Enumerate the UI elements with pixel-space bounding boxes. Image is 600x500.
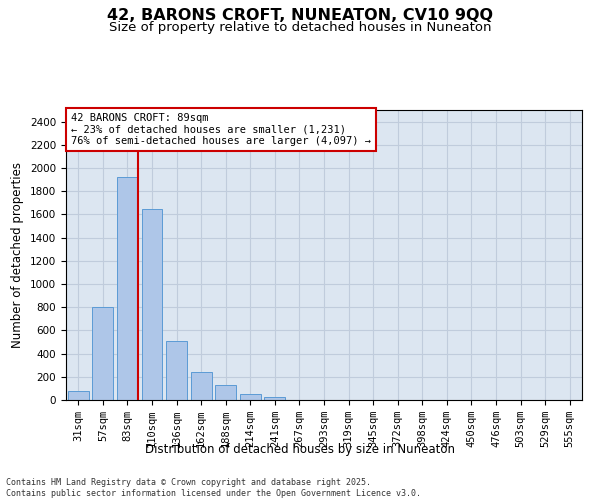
Bar: [142, 208, 163, 400]
Text: 42, BARONS CROFT, NUNEATON, CV10 9QQ: 42, BARONS CROFT, NUNEATON, CV10 9QQ: [107, 8, 493, 22]
Bar: [92, 307, 113, 400]
Bar: [166, 341, 187, 400]
Bar: [240, 394, 261, 400]
Bar: [117, 178, 138, 400]
Text: Contains HM Land Registry data © Crown copyright and database right 2025.
Contai: Contains HM Land Registry data © Crown c…: [6, 478, 421, 498]
Bar: [191, 372, 212, 400]
Text: Size of property relative to detached houses in Nuneaton: Size of property relative to detached ho…: [109, 21, 491, 34]
Bar: [215, 385, 236, 400]
Text: Distribution of detached houses by size in Nuneaton: Distribution of detached houses by size …: [145, 444, 455, 456]
Bar: [265, 396, 286, 400]
Text: 42 BARONS CROFT: 89sqm
← 23% of detached houses are smaller (1,231)
76% of semi-: 42 BARONS CROFT: 89sqm ← 23% of detached…: [71, 113, 371, 146]
Bar: [68, 392, 89, 400]
Y-axis label: Number of detached properties: Number of detached properties: [11, 162, 25, 348]
